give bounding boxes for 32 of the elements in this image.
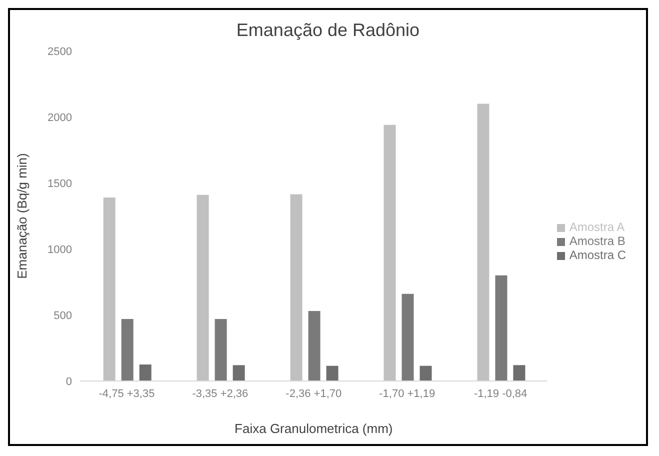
bar bbox=[196, 194, 209, 381]
legend-label: Amostra C bbox=[569, 248, 626, 262]
legend-label: Amostra B bbox=[569, 234, 626, 248]
y-tick-label: 2000 bbox=[48, 112, 72, 124]
x-tick-label: -2,36 +1,70 bbox=[286, 388, 342, 400]
y-tick-label: 1500 bbox=[48, 178, 72, 190]
bar bbox=[495, 275, 508, 381]
chart-title: Emanação de Radônio bbox=[235, 20, 421, 41]
x-tick-label: -1,19 -0,84 bbox=[474, 388, 528, 400]
x-tick-label: -4,75 +3,35 bbox=[98, 388, 155, 400]
legend-label: Amostra A bbox=[569, 220, 625, 234]
x-tick-label: -3,35 +2,36 bbox=[192, 388, 248, 400]
bar bbox=[232, 365, 245, 381]
bar bbox=[513, 365, 526, 381]
bar bbox=[420, 366, 432, 381]
bar bbox=[290, 194, 302, 381]
y-tick-label: 500 bbox=[54, 310, 72, 322]
bar bbox=[103, 198, 116, 381]
bar bbox=[326, 366, 338, 381]
bar bbox=[384, 124, 396, 381]
y-tick-label: 0 bbox=[66, 376, 72, 388]
bar bbox=[121, 318, 134, 381]
y-axis-title: Emanação (Bq/g min) bbox=[14, 153, 30, 279]
y-tick-label: 1000 bbox=[48, 244, 72, 256]
bar bbox=[214, 318, 227, 381]
bar bbox=[308, 311, 320, 381]
x-tick-label: -1,70 +1,19 bbox=[379, 388, 436, 400]
bar bbox=[402, 294, 414, 381]
y-tick-label: 2500 bbox=[48, 46, 72, 58]
bar bbox=[477, 104, 490, 381]
x-axis-title: Faixa Granulometrica (mm) bbox=[234, 421, 393, 436]
bar bbox=[139, 364, 152, 381]
